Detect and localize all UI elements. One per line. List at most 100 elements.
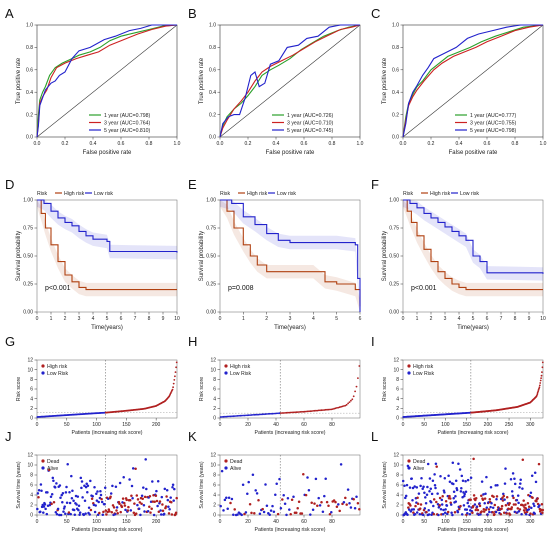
y-tick-label: 12 — [393, 358, 399, 364]
y-tick-label: 1.0 — [392, 23, 399, 29]
alive-point — [434, 462, 438, 466]
alive-point — [428, 490, 431, 493]
x-axis-label: Patients (increasing risk score) — [255, 527, 326, 533]
legend-title: Risk — [220, 191, 230, 197]
risk-point — [348, 401, 351, 403]
y-tick-label: 8 — [30, 377, 33, 383]
alive-point — [136, 503, 139, 507]
x-tick-label: 0 — [402, 316, 405, 322]
x-tick-label: 2 — [265, 316, 268, 322]
dead-point — [138, 501, 142, 504]
alive-point — [51, 476, 55, 480]
risk-point — [313, 409, 316, 412]
alive-point — [163, 487, 167, 491]
x-tick-label: 50 — [64, 519, 70, 525]
x-axis-label: Time(years) — [91, 325, 123, 331]
alive-point — [309, 513, 312, 516]
dead-point — [502, 511, 506, 515]
x-tick-label: 200 — [152, 519, 161, 525]
alive-point — [58, 513, 61, 517]
alive-point — [307, 488, 311, 492]
p-value-annotation: p<0.001 — [45, 285, 71, 292]
risk-point — [345, 403, 348, 406]
y-tick-label: 0.6 — [392, 68, 399, 74]
dead-point — [540, 502, 544, 506]
x-tick-label: 4 — [458, 316, 461, 322]
dead-point — [143, 495, 147, 499]
alive-point — [59, 513, 63, 517]
alive-point — [484, 492, 487, 496]
alive-point — [40, 489, 43, 493]
risk-point — [278, 412, 281, 415]
alive-point — [168, 508, 171, 511]
dead-point — [504, 503, 508, 507]
alive-point — [65, 501, 69, 504]
y-tick-label: 6 — [30, 483, 33, 489]
y-tick-label: 8 — [396, 473, 399, 479]
alive-point — [451, 513, 454, 517]
y-axis-label: Survival time (years) — [199, 461, 205, 509]
alive-point — [437, 513, 440, 517]
dead-point — [493, 512, 496, 516]
x-tick-label: 80 — [329, 422, 335, 428]
legend-label: Dead — [230, 459, 243, 465]
alive-point — [86, 490, 89, 494]
diagonal-reference-line — [219, 24, 361, 138]
x-axis-label: Patients (increasing risk score) — [438, 430, 509, 436]
alive-point — [244, 511, 248, 514]
y-tick-label: 8 — [213, 473, 216, 479]
alive-point — [97, 500, 100, 504]
dead-point — [161, 503, 164, 506]
alive-point — [468, 513, 472, 516]
legend-label: Alive — [47, 466, 58, 472]
alive-point — [518, 486, 521, 489]
y-tick-label: 2 — [30, 503, 33, 509]
legend-title: Risk — [37, 191, 47, 197]
alive-point — [448, 480, 452, 484]
alive-point — [232, 513, 235, 517]
dead-point — [505, 495, 509, 499]
dead-point — [500, 504, 504, 508]
dead-point — [327, 504, 330, 508]
dead-point — [158, 500, 162, 503]
dead-point — [495, 495, 499, 498]
dead-point — [438, 496, 442, 500]
panel-label-A: A — [5, 6, 14, 21]
risk-point — [350, 399, 352, 402]
alive-point — [61, 492, 65, 495]
legend-marker — [224, 459, 228, 463]
legend-label: Dead — [47, 459, 60, 465]
risk-point — [309, 410, 312, 413]
panel-label-H: H — [188, 334, 197, 349]
alive-point — [130, 484, 134, 488]
dead-point — [471, 511, 474, 515]
risk-point — [274, 412, 277, 415]
dead-point — [111, 504, 115, 507]
risk-point — [229, 415, 232, 418]
alive-point — [171, 486, 174, 489]
risk-point — [316, 409, 319, 412]
x-tick-label: 100 — [441, 519, 450, 525]
alive-point — [271, 504, 274, 508]
dead-point — [167, 512, 171, 515]
y-tick-label: 8 — [396, 377, 399, 383]
legend-label: 1 year (AUC=0.798) — [104, 113, 151, 119]
risk-point — [538, 386, 541, 389]
risk-point — [354, 390, 356, 393]
alive-point — [511, 494, 514, 498]
alive-point — [156, 504, 159, 508]
alive-point — [95, 499, 99, 502]
dead-point — [409, 504, 412, 507]
alive-point — [519, 478, 522, 482]
x-tick-label: 4 — [312, 316, 315, 322]
dead-point — [98, 511, 101, 515]
x-tick-label: 6 — [359, 316, 362, 322]
panel-label-F: F — [371, 177, 379, 192]
y-tick-label: 10 — [27, 463, 33, 469]
alive-point — [460, 474, 464, 478]
y-tick-label: 0.0 — [26, 135, 33, 141]
y-tick-label: 1.0 — [209, 23, 216, 29]
risk-point — [264, 413, 267, 415]
survival-curve-1 — [37, 199, 177, 291]
risk-point — [252, 414, 254, 416]
